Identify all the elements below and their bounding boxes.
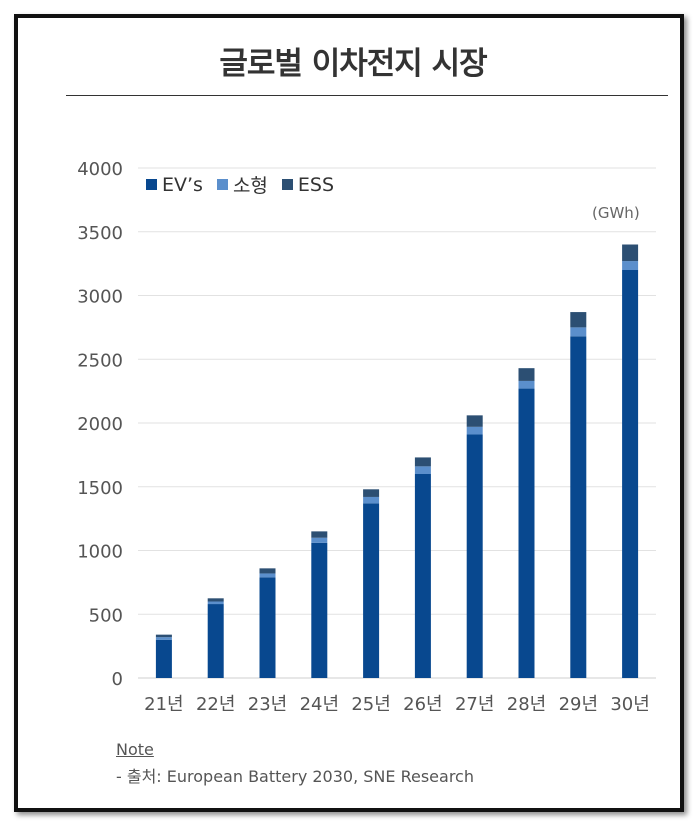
legend-item-ev: EV’s <box>146 171 203 198</box>
y-tick-label: 2500 <box>77 350 123 371</box>
legend-swatch-ess <box>281 179 293 190</box>
page-title: 글로벌 이차전지 시장 <box>219 46 487 82</box>
bar-segment-small <box>570 327 587 337</box>
legend-item-small: 소형 <box>216 171 268 198</box>
x-tick-label: 25년 <box>351 694 390 715</box>
unit-label: (GWh) <box>592 204 640 222</box>
bar-segment-ev <box>259 577 276 678</box>
title-divider <box>66 95 668 96</box>
legend-swatch-ev <box>146 179 157 190</box>
bar-segment-ess <box>518 368 535 381</box>
bar-segment-ess <box>311 531 328 538</box>
legend-swatch-small <box>216 179 228 190</box>
bar-segment-small <box>363 496 380 504</box>
x-tick-label: 23년 <box>248 694 287 715</box>
bar-segment-ess <box>570 312 587 328</box>
x-tick-label: 21년 <box>144 694 183 715</box>
legend-label-small: 소형 <box>232 175 268 197</box>
x-tick-label: 30년 <box>610 694 649 715</box>
bar-segment-small <box>259 573 276 578</box>
y-tick-label: 500 <box>89 605 123 626</box>
bar-segment-ess <box>363 489 380 497</box>
bar-segment-ev <box>414 474 431 678</box>
bar-segment-small <box>466 426 483 435</box>
y-tick-label: 1000 <box>77 542 123 563</box>
y-tick-label: 0 <box>112 669 123 690</box>
bar-segment-ess <box>207 598 224 602</box>
bar-segment-small <box>622 261 639 270</box>
legend-label-ess: ESS <box>297 173 335 196</box>
bar-segment-small <box>155 637 172 640</box>
bar-segment-small <box>414 466 431 474</box>
y-tick-label: 3500 <box>77 223 123 244</box>
bar-segment-ev <box>518 388 535 678</box>
bar-segment-ev <box>570 336 587 678</box>
bar-segment-small <box>518 380 535 389</box>
bar-segment-ess <box>466 415 483 427</box>
bar-segment-ev <box>622 270 639 678</box>
legend-label-ev: EV’s <box>162 173 203 196</box>
chart-legend: EV’s 소형 ESS <box>146 171 334 198</box>
chart-frame: 글로벌 이차전지 시장 EV’s 소형 ESS (GWh) 0 500 1000 15… <box>14 14 684 812</box>
y-tick-label: 3000 <box>77 287 123 308</box>
bar-segment-ev <box>466 434 483 678</box>
bar-segment-ev <box>207 604 224 678</box>
note-label: Note <box>116 740 154 759</box>
x-tick-label: 28년 <box>507 694 546 715</box>
bar-segment-ess <box>622 244 639 262</box>
y-tick-label: 1500 <box>77 478 123 499</box>
bar-segment-small <box>207 601 224 605</box>
x-tick-label: 22년 <box>196 694 235 715</box>
bar-segment-ev <box>311 542 328 678</box>
legend-item-ess: ESS <box>281 171 335 198</box>
x-tick-label: 29년 <box>559 694 598 715</box>
x-tick-label: 27년 <box>455 694 494 715</box>
y-tick-label: 4000 <box>77 159 123 180</box>
x-tick-label: 24년 <box>300 694 339 715</box>
bar-segment-ess <box>414 457 431 467</box>
stacked-bar-chart: 0 500 1000 1500 2000 2500 3000 3500 4000 21년 22년 23… <box>77 159 656 715</box>
y-tick-label: 2000 <box>77 414 123 435</box>
bar-segment-ev <box>155 639 172 678</box>
bar-segment-small <box>311 537 328 543</box>
bar-segment-ess <box>259 568 276 574</box>
x-tick-label: 26년 <box>403 694 442 715</box>
bar-segment-ess <box>155 634 172 638</box>
bar-segment-ev <box>363 503 380 678</box>
source-text: - 출처: European Battery 2030, SNE Researc… <box>116 767 474 786</box>
